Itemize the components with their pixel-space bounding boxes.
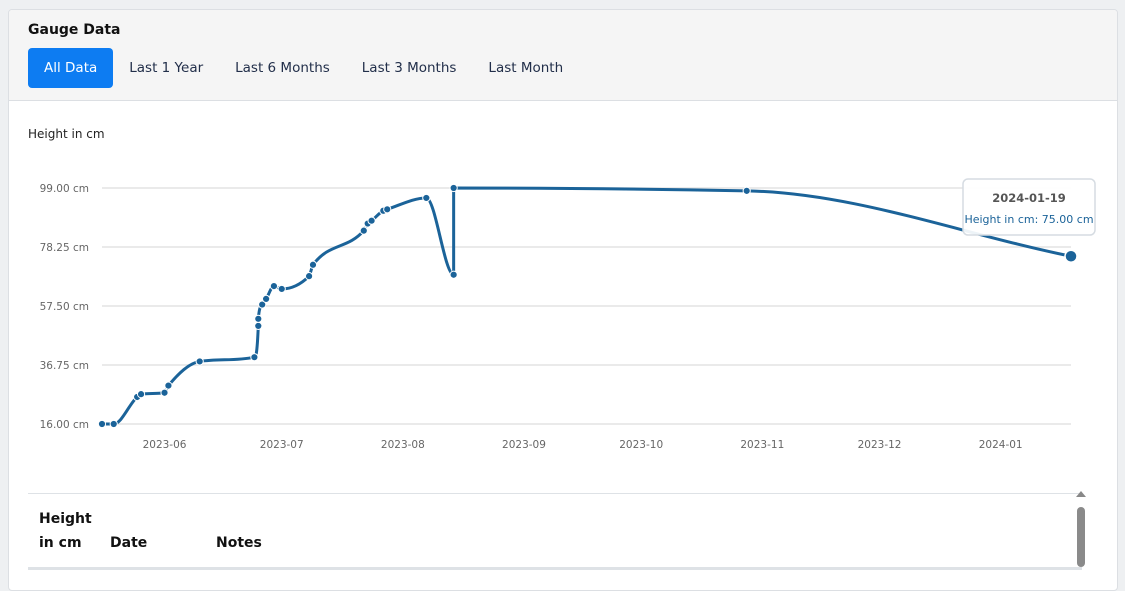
- tab-last-month[interactable]: Last Month: [488, 60, 564, 76]
- tab-last-3-months[interactable]: Last 3 Months: [361, 60, 457, 76]
- data-point[interactable]: [109, 419, 118, 429]
- data-point[interactable]: [258, 300, 267, 309]
- y-tick-label: 36.75 cm: [40, 360, 89, 372]
- data-point[interactable]: [195, 357, 204, 366]
- card-header: Gauge Data All Data Last 1 Year Last 6 M…: [9, 10, 1117, 101]
- scroll-up-arrow-icon[interactable]: [1076, 491, 1086, 497]
- data-point[interactable]: [136, 390, 146, 399]
- tab-last-6-months[interactable]: Last 6 Months: [235, 60, 330, 76]
- tooltip-box: [962, 178, 1096, 236]
- data-point[interactable]: [254, 314, 263, 323]
- data-point[interactable]: [304, 272, 314, 281]
- data-point[interactable]: [422, 193, 431, 203]
- x-tick-label: 2023-12: [858, 439, 902, 451]
- y-tick-labels: 16.00 cm 36.75 cm 57.50 cm 78.25 cm 99.00 cm: [40, 183, 89, 431]
- data-point[interactable]: [367, 216, 376, 225]
- data-point[interactable]: [269, 281, 279, 291]
- data-point[interactable]: [97, 419, 107, 429]
- data-point[interactable]: [277, 284, 286, 294]
- y-tick-label: 78.25 cm: [40, 242, 89, 254]
- data-point[interactable]: [254, 321, 263, 331]
- data-point-highlighted[interactable]: [1064, 249, 1078, 263]
- data-table: Height in cm Date Notes: [28, 493, 1082, 590]
- gauge-data-card: Gauge Data All Data Last 1 Year Last 6 M…: [8, 9, 1118, 591]
- x-tick-label: 2023-11: [740, 439, 784, 451]
- table-divider: [28, 567, 1082, 570]
- tooltip-title: 2024-01-19: [992, 191, 1066, 205]
- x-tick-labels: 2023-06 2023-07 2023-08 2023-09 2023-10 2023-…: [143, 439, 1023, 451]
- data-point[interactable]: [449, 183, 458, 193]
- data-point[interactable]: [383, 205, 392, 214]
- data-point[interactable]: [742, 186, 751, 195]
- card-title: Gauge Data: [28, 22, 121, 38]
- data-points: [97, 183, 1078, 429]
- data-point[interactable]: [308, 260, 318, 269]
- x-tick-label: 2023-09: [502, 439, 546, 451]
- scrollbar[interactable]: [1074, 490, 1088, 580]
- data-point[interactable]: [250, 353, 259, 362]
- tab-all-data[interactable]: All Data: [28, 48, 114, 88]
- chart-area: Height in cm 16.00 cm 36.75 cm 57.50 cm 78.…: [9, 101, 1117, 501]
- data-point[interactable]: [262, 294, 271, 303]
- height-chart[interactable]: Height in cm 16.00 cm 36.75 cm 57.50 cm 78.…: [9, 101, 1117, 501]
- y-tick-label: 57.50 cm: [40, 301, 89, 313]
- x-tick-label: 2024-01: [979, 439, 1023, 451]
- range-tabs: All Data Last 1 Year Last 6 Months Last …: [28, 48, 579, 88]
- y-axis-title: Height in cm: [28, 127, 105, 141]
- tab-last-1-year[interactable]: Last 1 Year: [129, 60, 204, 76]
- column-header-notes[interactable]: Notes: [216, 535, 262, 551]
- scroll-thumb[interactable]: [1077, 507, 1085, 567]
- grid-lines: [102, 187, 1071, 425]
- y-tick-label: 99.00 cm: [40, 183, 89, 195]
- data-point[interactable]: [449, 270, 458, 279]
- column-header-date[interactable]: Date: [110, 535, 148, 551]
- x-tick-label: 2023-08: [381, 439, 425, 451]
- tooltip: 2024-01-19 Height in cm: 75.00 cm: [962, 178, 1096, 236]
- x-tick-label: 2023-10: [619, 439, 663, 451]
- y-tick-label: 16.00 cm: [40, 419, 89, 431]
- data-point[interactable]: [359, 226, 368, 235]
- data-point[interactable]: [164, 381, 173, 390]
- x-tick-label: 2023-07: [260, 439, 304, 451]
- column-header-height[interactable]: Height in cm: [39, 511, 92, 551]
- tooltip-label: Height in cm: 75.00 cm: [964, 213, 1093, 226]
- x-tick-label: 2023-06: [143, 439, 187, 451]
- data-point[interactable]: [160, 388, 169, 397]
